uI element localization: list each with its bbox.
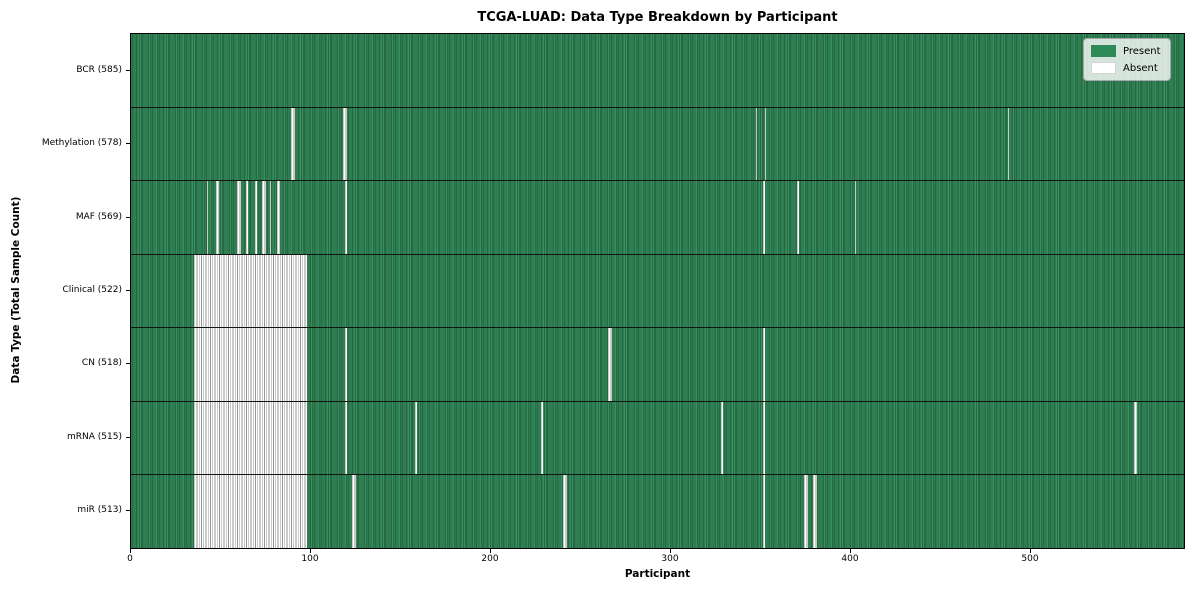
x-tick — [310, 549, 311, 553]
y-tick-label-clinical: Clinical (522) — [62, 285, 122, 295]
y-tick — [126, 363, 130, 365]
x-tick-label: 300 — [661, 554, 679, 564]
absent-segment — [246, 181, 248, 254]
absent-segment — [804, 475, 808, 549]
x-tick-label: 100 — [301, 554, 319, 564]
absent-segment — [269, 181, 272, 254]
legend-label-absent: Absent — [1123, 62, 1158, 74]
plot-row-mrna — [131, 401, 1184, 476]
y-tick — [126, 436, 130, 438]
y-tick — [126, 216, 130, 218]
y-tick-label-bcr: BCR (585) — [76, 64, 122, 75]
y-tick — [126, 69, 130, 71]
absent-segment — [276, 181, 281, 254]
absent-segment — [291, 107, 295, 181]
y-tick — [126, 510, 130, 512]
plot-row-methylation — [131, 107, 1184, 182]
absent-segment — [813, 475, 817, 549]
absent-segment — [262, 181, 266, 254]
x-tick — [1030, 549, 1031, 553]
plot-row-mir — [131, 475, 1184, 549]
absent-segment — [215, 181, 220, 254]
x-tick — [850, 549, 851, 553]
plot-row-maf — [131, 181, 1184, 255]
absent-segment — [415, 401, 418, 475]
absent-segment — [1133, 401, 1138, 475]
absent-segment — [563, 475, 567, 549]
absent-segment — [206, 181, 209, 254]
plot-row-clinical — [131, 254, 1184, 329]
legend-label-present: Present — [1123, 45, 1161, 57]
y-tick — [126, 290, 130, 291]
absent-segment — [194, 401, 308, 475]
absent-segment — [194, 328, 308, 401]
absent-segment — [194, 254, 308, 328]
absent-segment — [797, 181, 799, 254]
y-tick-label-mrna: mRNA (515) — [67, 431, 122, 442]
absent-segment — [255, 181, 257, 254]
absent-segment — [762, 475, 765, 549]
legend: Present Absent — [1083, 38, 1171, 81]
absent-segment — [755, 107, 758, 181]
absent-segment — [762, 401, 765, 475]
chart-title: TCGA-LUAD: Data Type Breakdown by Partic… — [477, 10, 838, 25]
absent-segment — [762, 181, 765, 254]
x-tick-label: 400 — [841, 554, 859, 564]
absent-segment — [1007, 107, 1010, 181]
legend-item-absent: Absent — [1091, 62, 1161, 74]
y-tick-label-cn: CN (518) — [81, 358, 122, 369]
absent-segment — [721, 401, 724, 475]
x-tick-label: 200 — [481, 554, 499, 564]
absent-segment — [343, 107, 347, 181]
y-tick — [126, 143, 130, 145]
absent-segment — [854, 181, 857, 254]
y-tick-label-mir: miR (513) — [77, 505, 122, 516]
legend-swatch-absent — [1091, 62, 1116, 74]
y-tick-label-methylation: Methylation (578) — [41, 138, 122, 149]
absent-segment — [237, 181, 241, 254]
absent-segment — [764, 107, 767, 181]
x-tick-label: 0 — [127, 554, 133, 564]
absent-segment — [541, 401, 544, 475]
y-tick-label-maf: MAF (569) — [75, 211, 122, 222]
absent-segment — [352, 475, 356, 549]
absent-segment — [762, 328, 765, 401]
plot-row-cn — [131, 328, 1184, 402]
legend-item-present: Present — [1091, 45, 1161, 57]
plot-area — [130, 33, 1185, 549]
x-axis-label: Participant — [624, 568, 691, 580]
absent-segment — [608, 328, 612, 401]
absent-segment — [345, 328, 347, 401]
x-tick — [130, 549, 131, 553]
absent-segment — [194, 475, 308, 549]
x-tick-label: 500 — [1021, 554, 1039, 564]
x-tick — [490, 549, 491, 553]
legend-swatch-present — [1091, 45, 1116, 57]
plot-row-bcr — [131, 34, 1184, 108]
absent-segment — [345, 401, 347, 475]
absent-segment — [345, 181, 347, 254]
x-tick — [670, 549, 671, 553]
